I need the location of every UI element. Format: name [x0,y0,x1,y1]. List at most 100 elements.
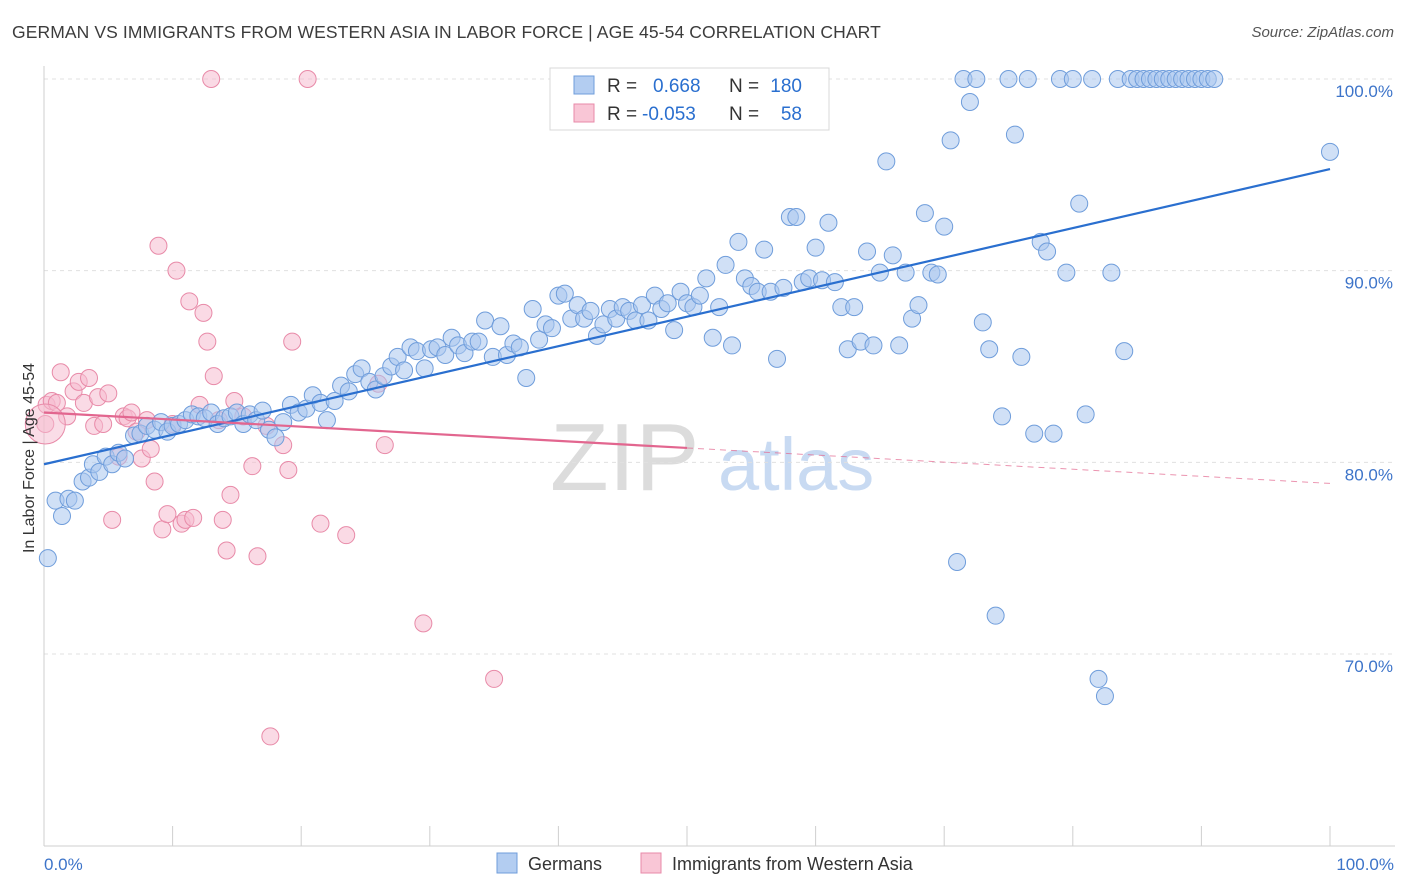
point-immigrants [414,614,433,633]
point-germans [1070,194,1089,213]
point-germans [819,213,838,232]
point-germans [755,240,774,259]
series-germans [38,70,1339,706]
legend-r-value-germans: 0.668 [653,76,701,97]
point-immigrants [94,415,113,433]
point-germans [555,284,574,303]
point-germans [632,296,651,315]
point-germans [915,204,934,223]
point-germans [935,217,954,236]
point-immigrants [221,485,240,504]
point-immigrants [180,292,199,311]
point-germans [658,294,677,313]
point-germans [890,336,909,355]
point-germans [581,301,600,320]
point-germans [928,265,947,284]
point-immigrants [204,367,223,386]
point-germans [1205,70,1224,88]
point-immigrants [198,332,217,351]
legend-n-label-immigrants: N = [729,104,759,125]
point-germans [716,255,735,274]
point-immigrants [375,436,394,455]
point-immigrants [99,384,118,403]
chart-title: GERMAN VS IMMIGRANTS FROM WESTERN ASIA I… [12,22,881,42]
point-immigrants [194,303,213,322]
point-germans [65,491,84,510]
point-germans [1083,70,1102,88]
axes [43,66,1395,847]
point-germans [986,606,1005,625]
point-immigrants [213,510,232,529]
regression-line-germans [43,168,1331,466]
correlation-legend: R = 0.668 N = 180 R = -0.053 N = 58 [549,67,830,131]
y-tick-label: 80.0% [1345,465,1393,484]
watermark-atlas: atlas [718,423,874,506]
y-tick-label: 90.0% [1345,274,1393,293]
point-germans [1115,342,1134,361]
point-germans [1038,242,1057,261]
point-germans [469,332,488,351]
point-immigrants [145,472,164,491]
point-immigrants [153,520,172,539]
point-immigrants [248,547,267,566]
point-germans [999,70,1018,88]
bottom-legend-label-immigrants: Immigrants from Western Asia [672,854,914,874]
point-germans [517,369,536,387]
point-germans [1321,142,1339,161]
point-immigrants [485,669,504,688]
point-germans [665,321,684,340]
regression-line-immigrants [43,411,688,450]
point-germans [395,361,414,380]
point-immigrants [202,70,221,88]
point-immigrants [311,514,330,533]
gridlines [44,78,1395,655]
point-germans [980,340,999,359]
point-germans [1089,669,1108,688]
point-germans [1076,405,1095,424]
x-tick-label-max: 100.0% [1336,855,1394,874]
point-immigrants [243,457,262,476]
point-germans [967,70,986,88]
point-germans [436,346,455,364]
point-immigrants [149,236,168,255]
bottom-legend-swatch-germans [496,852,518,874]
point-germans [1005,125,1024,144]
point-germans [1102,263,1121,282]
point-germans [948,553,967,571]
point-immigrants [337,526,356,545]
point-germans [542,319,561,338]
legend-swatch-germans [573,75,595,95]
bottom-legend-label-germans: Germans [528,854,602,874]
legend-swatch-immigrants [573,103,595,123]
point-germans [909,296,928,315]
point-germans [274,413,293,432]
point-germans [723,336,742,355]
y-tick-label: 70.0% [1345,657,1393,676]
y-axis-label: In Labor Force | Age 45-54 [21,363,38,553]
point-germans [973,313,992,332]
point-germans [415,359,434,378]
point-immigrants [279,461,298,479]
point-immigrants [158,505,177,524]
point-germans [476,311,495,330]
point-immigrants [141,439,160,458]
point-germans [845,298,864,317]
point-germans [941,131,960,150]
legend-n-label-germans: N = [729,76,759,97]
legend-r-label-germans: R = [607,76,637,97]
point-germans [1044,424,1063,443]
point-germans [1057,263,1076,282]
legend-r-value-immigrants: -0.053 [642,104,696,125]
point-germans [38,549,57,568]
point-germans [883,246,902,265]
point-germans [864,336,883,355]
point-germans [530,330,549,349]
x-tick-label-min: 0.0% [44,855,83,874]
point-germans [993,407,1012,426]
point-germans [523,300,542,318]
point-germans [1063,70,1082,88]
point-germans [1095,687,1114,706]
watermark-zip: ZIP [550,404,699,511]
regression-lines [43,168,1331,484]
